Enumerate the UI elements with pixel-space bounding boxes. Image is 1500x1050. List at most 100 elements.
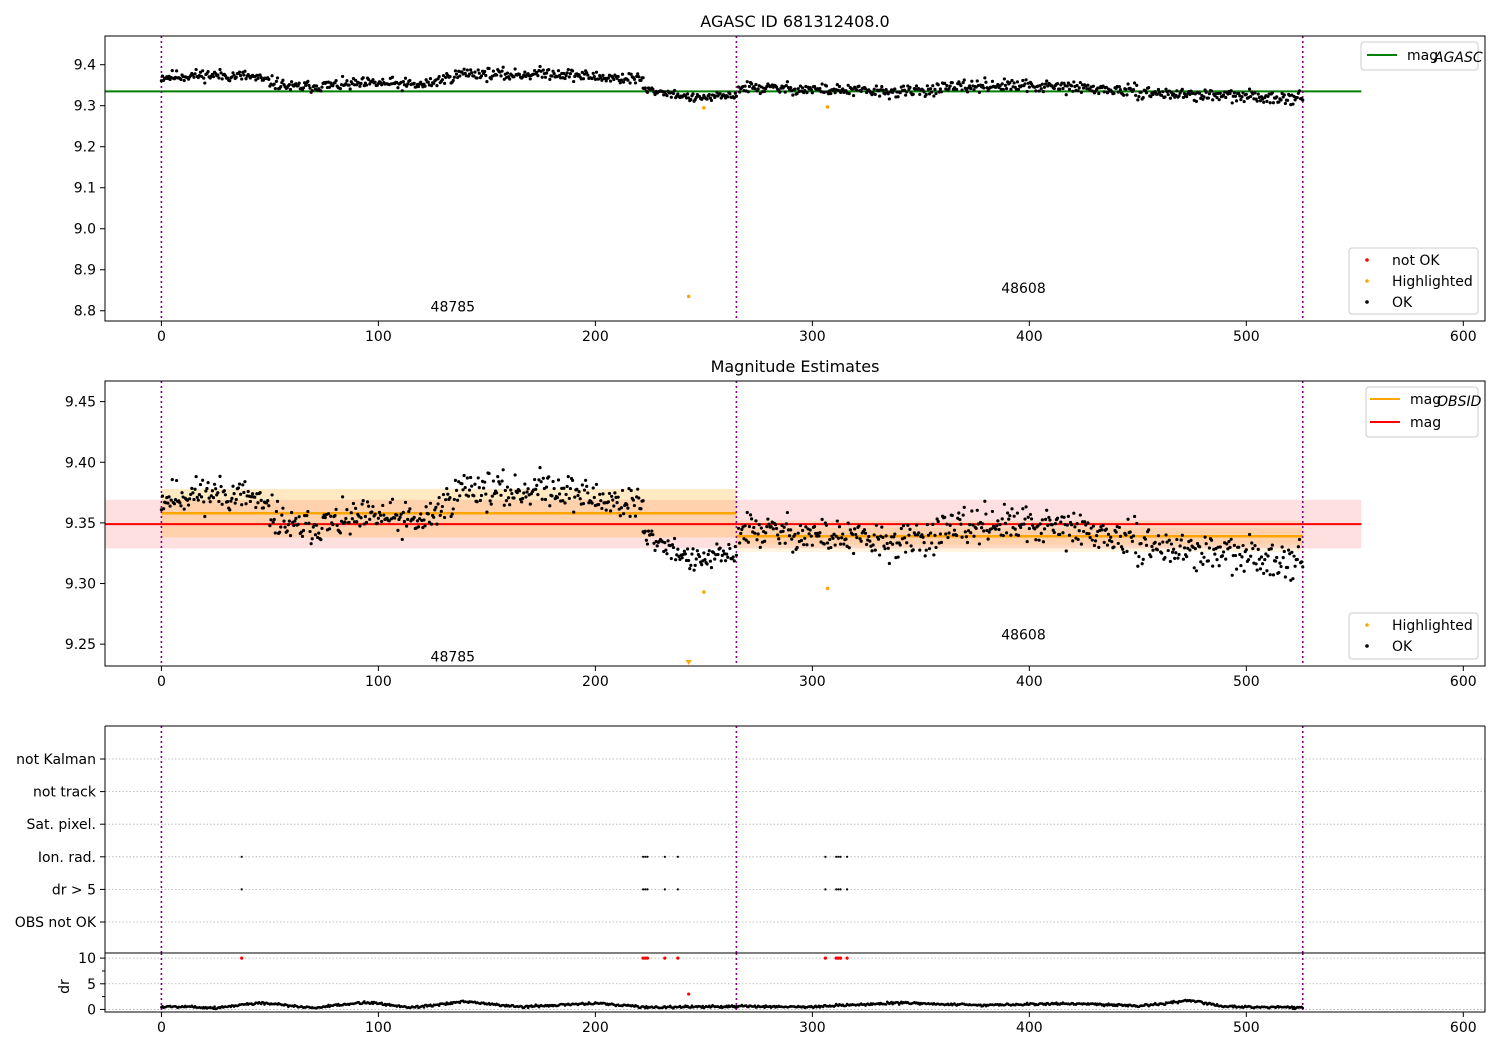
ok-point — [1161, 90, 1165, 94]
ok-point — [1065, 523, 1069, 527]
ok-point — [752, 525, 756, 530]
ok-point — [570, 478, 575, 483]
ok-point — [261, 506, 265, 510]
ok-point — [442, 81, 447, 85]
ok-point — [208, 500, 212, 504]
ok-point — [320, 85, 324, 89]
ok-point — [406, 517, 410, 522]
ok-point — [1030, 523, 1035, 527]
ok-point — [909, 544, 913, 548]
ok-point — [195, 495, 199, 499]
ok-point — [689, 563, 693, 567]
ok-point — [1037, 538, 1041, 542]
ok-point — [259, 75, 263, 80]
ok-point — [319, 538, 323, 542]
ok-point — [1174, 551, 1178, 555]
ok-point — [1251, 547, 1255, 551]
ok-point — [848, 528, 852, 532]
ok-point — [380, 519, 384, 524]
ok-point — [905, 90, 909, 94]
ok-point — [1114, 530, 1118, 534]
ok-point — [173, 498, 178, 502]
ok-point — [465, 68, 469, 72]
ok-point — [1058, 532, 1062, 537]
ok-point — [290, 510, 294, 515]
ok-point — [851, 551, 856, 556]
ok-point — [817, 534, 821, 538]
ok-point — [1224, 95, 1228, 100]
ok-point — [1260, 562, 1265, 566]
ok-point — [562, 486, 566, 490]
ok-point — [933, 87, 937, 92]
ok-point — [304, 521, 308, 525]
not-ok-point — [676, 956, 680, 960]
highlighted-point — [702, 105, 706, 110]
ok-point — [803, 88, 807, 93]
ok-point — [561, 499, 565, 503]
ok-point — [783, 90, 787, 94]
ok-point — [343, 520, 347, 524]
ok-point — [1218, 545, 1222, 549]
ok-point — [1211, 98, 1215, 102]
x-tick-label: 600 — [1450, 674, 1477, 690]
ok-point — [1176, 1001, 1180, 1005]
ok-point — [621, 512, 626, 516]
ok-point — [1027, 526, 1031, 531]
ok-point — [1271, 573, 1276, 577]
ok-point — [854, 533, 858, 537]
ok-point — [1246, 558, 1251, 562]
ok-point — [651, 533, 655, 537]
ok-point — [750, 517, 754, 521]
ok-point — [896, 555, 900, 559]
ok-point — [1092, 543, 1097, 548]
ok-point — [199, 495, 204, 499]
ok-point — [339, 519, 344, 523]
ok-point — [744, 538, 748, 542]
ok-point — [1140, 562, 1144, 566]
ok-point — [1090, 89, 1094, 93]
ok-point — [755, 538, 759, 542]
ok-point — [793, 532, 797, 536]
ok-point — [1065, 84, 1069, 88]
ok-point — [1300, 560, 1304, 564]
ok-point — [287, 519, 292, 523]
ok-point — [484, 73, 488, 78]
ok-point — [908, 527, 912, 531]
legend-label-mag: mag — [1407, 48, 1438, 64]
ok-point — [1301, 98, 1305, 102]
ok-point — [556, 478, 561, 482]
ok-point — [1274, 559, 1278, 563]
ok-point — [581, 77, 586, 81]
ok-point — [306, 79, 310, 83]
ok-point — [641, 499, 645, 503]
ok-point — [1132, 81, 1137, 85]
ok-point — [672, 536, 677, 541]
ok-point — [629, 72, 633, 76]
ok-point — [790, 537, 794, 541]
ok-point — [548, 77, 552, 82]
ok-point — [692, 568, 696, 572]
ok-point — [340, 74, 345, 79]
ok-point — [863, 87, 868, 91]
ok-point — [713, 557, 717, 561]
ok-point — [1193, 92, 1197, 96]
ok-point — [1009, 533, 1013, 537]
ok-point — [232, 492, 236, 496]
ok-point — [488, 499, 492, 503]
ok-point — [564, 492, 568, 497]
ok-point — [1064, 93, 1068, 97]
ok-point — [1041, 540, 1046, 544]
not-ok-point — [838, 956, 843, 960]
ok-point — [626, 78, 630, 82]
ok-point — [220, 77, 224, 81]
ok-point — [491, 69, 495, 73]
highlighted-point — [825, 105, 830, 109]
ok-point — [338, 86, 343, 91]
ok-point — [166, 501, 170, 505]
flag-point — [240, 855, 243, 858]
ok-point — [246, 489, 250, 494]
ok-point — [868, 539, 872, 543]
ok-point — [863, 531, 868, 535]
ok-point — [763, 1006, 766, 1009]
ok-point — [1003, 521, 1008, 525]
